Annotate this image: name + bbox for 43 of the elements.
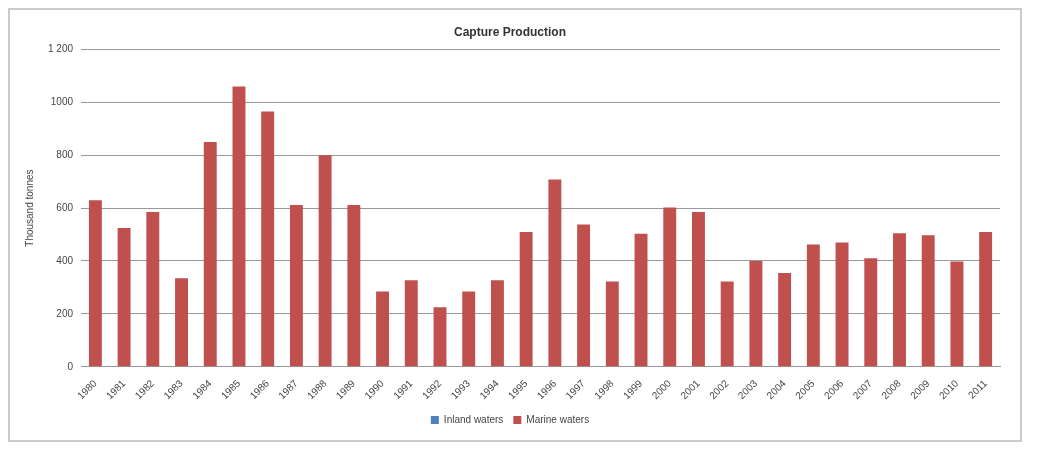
y-tick-label: 0	[67, 360, 74, 372]
y-tick-label: 200	[56, 307, 74, 319]
bar	[634, 233, 648, 367]
chart-title: Capture Production	[453, 24, 567, 39]
bar	[261, 111, 275, 367]
legend-label: Inland waters	[443, 413, 504, 425]
bar	[720, 281, 734, 367]
bar	[749, 260, 763, 367]
bar	[347, 204, 361, 367]
bar	[835, 242, 849, 367]
bar	[318, 155, 332, 367]
bar	[203, 141, 217, 367]
y-tick-label: 800	[56, 148, 74, 160]
bar	[146, 212, 160, 367]
bar	[490, 280, 504, 367]
bar	[232, 86, 246, 367]
bar	[433, 307, 447, 367]
bar	[88, 200, 102, 367]
bar	[462, 291, 476, 367]
bar	[605, 281, 619, 367]
bar	[778, 272, 792, 367]
bar	[950, 261, 964, 367]
bar	[117, 227, 131, 367]
bar	[376, 291, 390, 367]
bar	[175, 278, 188, 367]
bar	[692, 212, 705, 367]
bar	[548, 179, 562, 367]
bar	[519, 231, 533, 367]
y-tick-label: 1 200	[47, 43, 74, 55]
bar	[979, 231, 993, 367]
legend-label: Marine waters	[526, 413, 590, 425]
y-tick-label: 400	[56, 254, 74, 266]
bar	[289, 204, 303, 367]
bar	[663, 207, 677, 367]
y-tick-label: 600	[56, 201, 74, 213]
y-axis-title: Thousand tonnes	[23, 169, 35, 247]
bar	[577, 224, 591, 367]
bar	[864, 258, 878, 367]
bar	[893, 233, 906, 367]
bar	[404, 280, 418, 367]
bar	[806, 244, 820, 367]
bar	[921, 235, 935, 367]
y-tick-label: 1000	[50, 96, 74, 108]
